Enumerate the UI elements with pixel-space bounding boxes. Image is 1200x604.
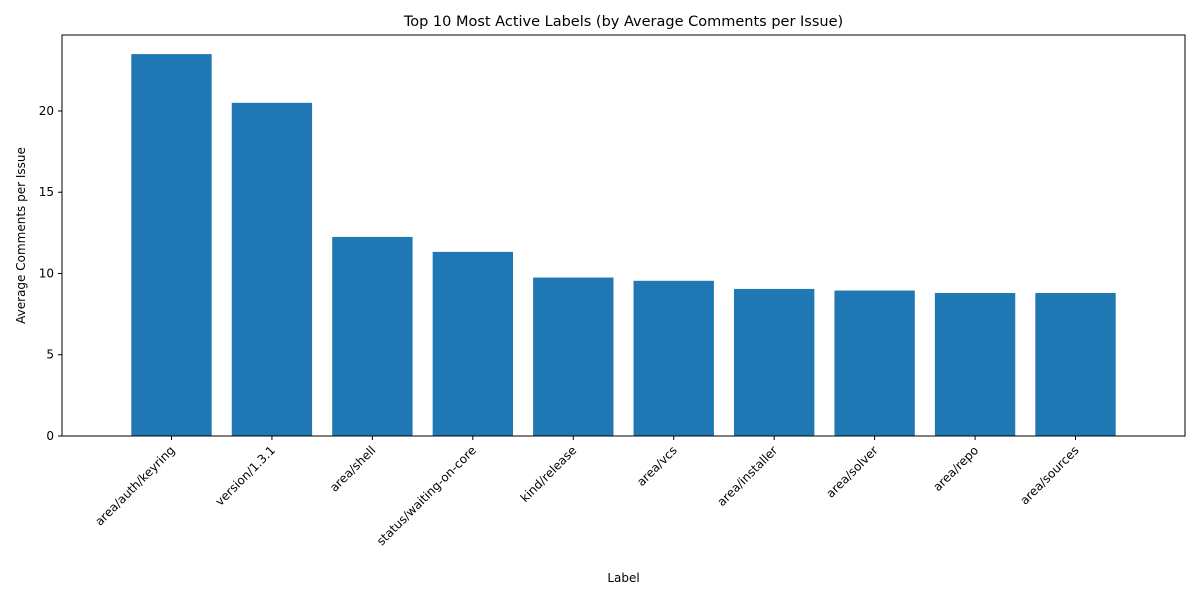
bar-area-sources [1035, 292, 1116, 436]
bar-area-repo [934, 292, 1016, 436]
y-tick-label: 15 [39, 185, 54, 199]
chart-title: Top 10 Most Active Labels (by Average Co… [403, 14, 843, 30]
x-tick-label: kind/release [518, 443, 580, 505]
y-axis: 0 5 10 15 20 [39, 104, 62, 443]
x-tick-label: area/solver [823, 443, 880, 500]
bar-area-auth-keyring [131, 54, 212, 436]
x-tick-label: area/auth/keyring [92, 443, 177, 528]
y-tick-label: 0 [46, 429, 54, 443]
x-tick-label: area/repo [930, 443, 981, 494]
x-axis: area/auth/keyring version/1.3.1 area/shell… [92, 436, 1082, 548]
bar-area-shell [332, 236, 413, 436]
y-tick-label: 20 [39, 104, 54, 118]
x-tick-label: area/vcs [634, 443, 680, 489]
bar-kind-release [533, 277, 614, 436]
y-tick-label: 10 [39, 266, 54, 280]
plot-frame [61, 34, 1186, 437]
y-tick-label: 5 [46, 348, 54, 362]
bar-area-vcs [633, 280, 714, 436]
bar-status-waiting-on-core [432, 251, 514, 436]
x-tick-label: area/installer [714, 443, 780, 509]
bars-layer [131, 54, 1116, 437]
x-tick-label: version/1.3.1 [213, 443, 278, 508]
x-tick-label: area/sources [1017, 443, 1081, 507]
x-axis-label: Label [607, 571, 639, 585]
x-tick-label: status/waiting-on-core [374, 443, 479, 548]
bar-area-solver [834, 290, 915, 436]
x-tick-label: area/shell [327, 443, 378, 494]
bar-area-installer [733, 288, 815, 436]
y-axis-label: Average Comments per Issue [14, 147, 28, 324]
bar-version-1-3-1 [231, 102, 313, 437]
